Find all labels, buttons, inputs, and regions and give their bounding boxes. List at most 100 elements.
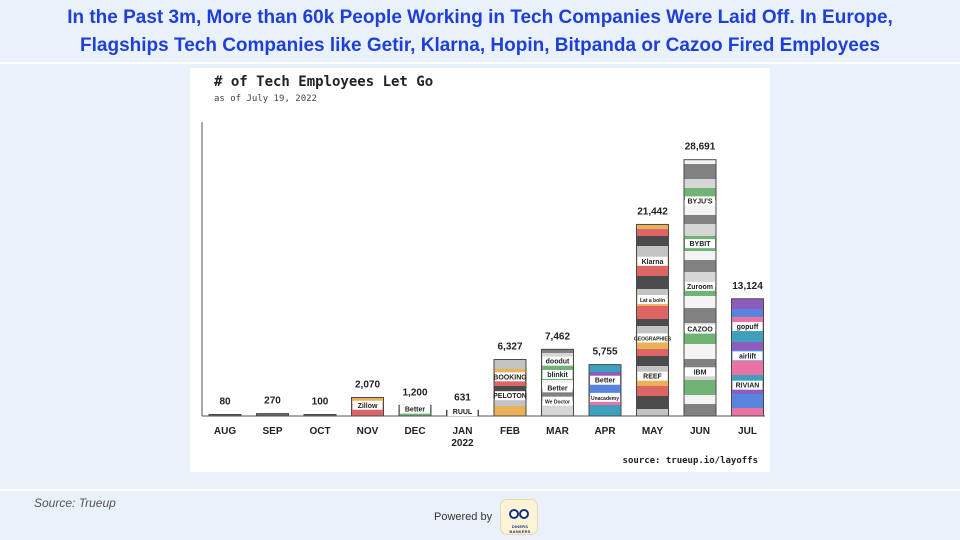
company-logo-tile [637,371,668,381]
bar-segment [636,379,669,386]
company-logo-tile [685,367,715,377]
company-logo-label: Better [547,385,568,392]
company-logo-tile [637,295,668,305]
company-logo-label: Zillow [358,403,378,410]
bar-segment [636,409,669,416]
bar-segment [541,349,574,353]
bar-segment [684,332,716,344]
bar-segment [684,308,716,323]
bar-segment [589,364,621,372]
chart-subtitle: as of July 19, 2022 [214,94,317,104]
bar-segment [731,408,764,416]
bar-segment [684,359,716,368]
company-logo-tile [542,383,573,393]
bar-segment [684,404,716,416]
value-label-nov: 2,070 [355,380,380,391]
bar-segment [636,236,669,246]
bar-segment [304,414,336,416]
company-logo-label: We Doctor [545,400,570,406]
bar-segment [351,397,384,403]
bar-group-apr: Better Unacademy 5,755 APR [588,347,622,437]
value-label-apr: 5,755 [592,347,617,358]
headline-line-1: In the Past 3m, More than 60k People Wor… [67,7,893,28]
bar-segment [731,361,764,375]
bar-segment [636,356,669,366]
bar-segment [636,229,669,236]
bar-segment [256,413,289,416]
bar-jul [731,298,764,417]
company-logo-tile [400,404,430,414]
company-logo-label: RUUL [453,409,473,416]
tick-label-jan: JAN [452,426,472,437]
chart-title: # of Tech Employees Let Go [214,74,434,90]
tick-label-sep: SEP [262,426,282,437]
company-logo-label: Klarna [642,259,664,266]
company-logo-tile [352,400,383,410]
source-note: Source: Trueup [34,496,116,510]
company-logo-tile [685,196,715,206]
value-label-jan: 631 [454,392,471,403]
bar-segment [684,164,716,179]
value-label-may: 21,442 [637,206,668,217]
company-logo-tile [590,392,620,402]
bar-jun [683,159,717,417]
tick-label-aug: AUG [214,426,236,437]
company-logo-label: airlift [739,353,757,360]
chart-card: 80 AUG 270 SEP 100 OCT Zillow 2,070 NOV Better 1,2… [190,68,770,472]
company-logo-label: Better [595,378,616,385]
bar-segment [731,375,764,383]
bar-segment [636,349,669,356]
bar-group-jul: gopuff airlift RIVIAN 13,124 JUL [731,281,764,437]
tick-label-year: 2022 [451,438,474,449]
logo-caption: DINERS BANKERS [509,524,531,534]
powered-by-label: Powered by [434,511,493,523]
company-logo-label: PELOTON [493,393,527,400]
bar-segment [636,326,669,336]
company-logo-label: GEOGRAPHIES [634,336,672,342]
bar-segment [731,342,764,350]
company-logo-label: CAZOO [687,327,713,334]
bar-segment [209,414,241,416]
company-logo-label: IBM [694,369,707,376]
bar-apr [588,364,622,417]
bar-sep [256,413,289,417]
company-logo-tile [685,324,715,334]
bar-oct [303,414,337,417]
bar-segment [636,246,669,259]
slide-headline: In the Past 3m, More than 60k People Wor… [0,4,960,60]
bar-group-mar: doodut blinkit Better We Doctor 7,462 MAR [541,331,574,437]
company-logo-tile [732,380,763,390]
tick-label-jun: JUN [690,426,710,437]
value-label-aug: 80 [219,397,231,408]
company-logo-tile [637,256,668,266]
company-logo-label: BOOKING [493,374,527,381]
bar-chart: 80 AUG 270 SEP 100 OCT Zillow 2,070 NOV Better 1,2… [201,122,765,449]
tick-label-jul: JUL [738,426,757,437]
bar-segment [684,287,716,296]
bar-feb [493,358,527,417]
bar-segment [589,405,621,416]
company-logo-tile [732,322,763,332]
bar-segment [684,159,716,164]
bar-segment [494,399,526,406]
bar-group-may: Klarna Lat a bolin GEOGRAPHIES REEF 21,442 MA… [634,206,672,437]
binoculars-right-icon [519,509,529,519]
company-logo-label: Lat a bolin [640,298,665,304]
bar-may [636,223,669,417]
value-label-jul: 13,124 [732,281,763,292]
bar-group-aug: 80 AUG [208,397,242,437]
bar-group-sep: 270 SEP [256,396,289,437]
bar-group-oct: 100 OCT [303,397,337,437]
brand-logo[interactable]: DINERS BANKERS [500,499,538,535]
bar-segment [731,394,764,408]
binoculars-left-icon [509,509,519,519]
company-logo-tile [732,351,763,361]
value-label-dec: 1,200 [402,387,427,398]
tick-label-apr: APR [594,426,616,437]
bar-group-dec: Better 1,200 DEC [398,387,432,437]
bar-segment [684,179,716,188]
value-label-jun: 28,691 [685,142,716,153]
bar-segment [636,396,669,409]
headline-line-2: Flagships Tech Companies like Getir, Kla… [80,35,880,56]
company-logo-label: Better [405,407,426,414]
